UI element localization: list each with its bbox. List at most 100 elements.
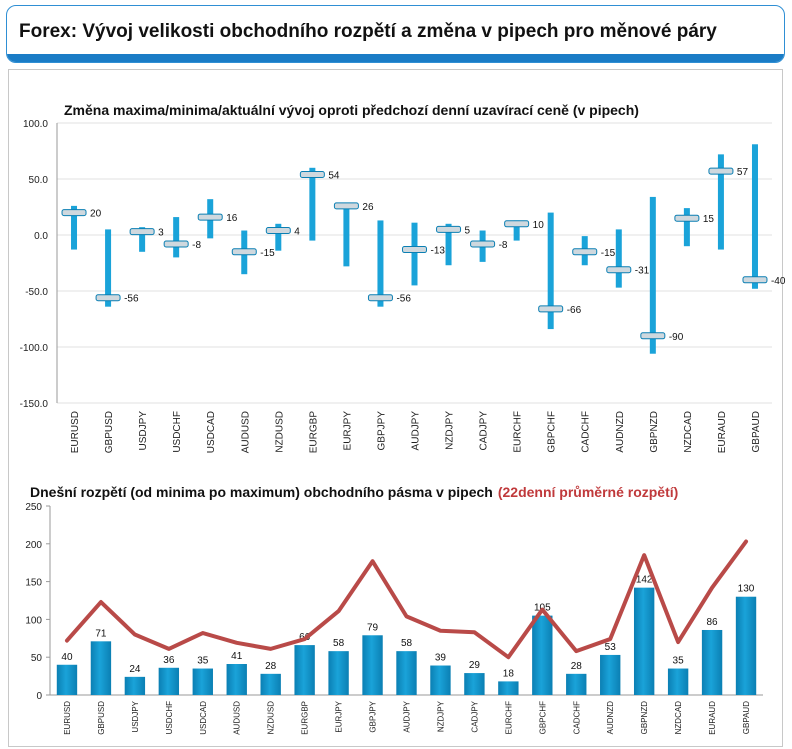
chart2-x-tick-label: USDCHF	[165, 701, 174, 734]
chart1-range-bar	[377, 220, 384, 307]
chart2-data-label: 58	[333, 638, 345, 649]
chart2-bar	[362, 635, 383, 695]
range-change-chart: Změna maxima/minima/aktuální vývoj oprot…	[20, 102, 786, 454]
chart2-data-label: 58	[401, 638, 413, 649]
chart1-current-marker	[538, 305, 564, 313]
chart2-data-label: 36	[163, 655, 175, 666]
chart1-range-bar	[615, 229, 622, 288]
chart1-y-tick-label: 50.0	[29, 175, 49, 186]
chart1-current-marker	[95, 294, 121, 302]
chart2-bar	[633, 587, 655, 695]
chart1-data-label: 20	[90, 209, 102, 220]
chart1-x-tick-label: USDCAD	[206, 411, 217, 453]
chart2-title: Dnešní rozpětí (od minima po maximum) ob…	[30, 484, 678, 500]
chart1-data-label: 4	[294, 227, 300, 238]
chart2-y-tick-label: 250	[25, 502, 42, 513]
chart1-data-label: -90	[669, 332, 684, 343]
chart1-range-bar	[547, 212, 554, 330]
chart1-x-tick-label: CADCHF	[581, 411, 592, 453]
chart1-x-tick-label: EURJPY	[342, 411, 353, 451]
chart2-x-tick-label: GBPCHF	[538, 701, 547, 734]
chart1-data-label: 10	[533, 220, 545, 231]
chart1-current-marker	[299, 171, 325, 179]
chart1-range-bar	[683, 208, 690, 247]
chart1-x-tick-label: GBPJPY	[376, 411, 387, 451]
chart2-y-tick-label: 0	[36, 691, 42, 702]
chart1-current-marker	[606, 266, 632, 274]
chart1-data-label: 57	[737, 167, 749, 178]
chart1-x-tick-label: GBPUSD	[104, 411, 115, 453]
chart1-y-tick-label: 100.0	[23, 119, 48, 130]
chart2-bar	[396, 651, 417, 695]
chart2-data-label: 71	[95, 628, 107, 639]
chart1-data-label: 5	[465, 225, 471, 236]
chart1-data-label: -13	[431, 246, 446, 257]
chart1-current-marker	[640, 332, 666, 340]
chart1-range-bar	[105, 229, 112, 307]
chart1-x-tick-label: AUDJPY	[411, 411, 422, 451]
chart1-data-label: 3	[158, 228, 164, 239]
chart2-y-tick-label: 50	[31, 653, 43, 664]
chart2-bar	[260, 673, 281, 695]
chart2-data-label: 40	[61, 652, 73, 663]
chart1-data-label: -31	[635, 266, 650, 277]
chart1-data-label: -40	[771, 276, 786, 287]
chart1-y-tick-label: -150.0	[20, 399, 49, 410]
chart2-data-label: 35	[673, 656, 685, 667]
chart1-data-label: -8	[192, 240, 201, 251]
page-header: Forex: Vývoj velikosti obchodního rozpět…	[6, 5, 785, 63]
chart2-y-tick-label: 150	[25, 578, 42, 589]
chart2-x-tick-label: NZDCAD	[674, 701, 683, 735]
chart2-x-tick-label: USDJPY	[131, 700, 140, 732]
chart2-bar	[192, 668, 213, 695]
chart2-title-suffix: (22denní průměrné rozpětí)	[498, 484, 678, 500]
chart1-x-tick-label: GBPNZD	[649, 411, 660, 453]
chart2-data-label: 29	[469, 660, 481, 671]
chart1-data-label: -15	[601, 248, 616, 259]
chart1-x-tick-label: NZDUSD	[274, 411, 285, 453]
chart1-current-marker	[163, 240, 189, 248]
chart2-data-label: 28	[265, 661, 277, 672]
chart2-title-main: Dnešní rozpětí (od minima po maximum) ob…	[30, 484, 493, 500]
chart2-data-label: 18	[503, 668, 515, 679]
chart1-range-bar	[173, 217, 180, 258]
chart2-data-label: 130	[738, 584, 755, 595]
chart2-y-tick-label: 200	[25, 540, 42, 551]
chart1-range-bar	[513, 220, 520, 241]
chart2-x-tick-label: EURUSD	[63, 701, 72, 735]
chart1-range-bar	[445, 223, 452, 266]
chart1-current-marker	[129, 228, 155, 236]
chart1-x-tick-label: CADJPY	[479, 411, 490, 451]
chart2-bar	[56, 664, 78, 695]
chart1-x-tick-label: EURUSD	[70, 411, 81, 453]
chart2-data-label: 79	[367, 622, 379, 633]
chart2-bar	[498, 681, 519, 695]
chart2-x-tick-label: EURCHF	[504, 701, 513, 734]
chart1-data-label: 54	[328, 171, 340, 182]
chart2-data-label: 86	[707, 617, 719, 628]
chart1-current-marker	[367, 294, 393, 302]
chart1-x-tick-label: EURAUD	[717, 411, 728, 453]
chart2-x-tick-label: AUDUSD	[233, 701, 242, 735]
chart2-bar	[464, 673, 485, 695]
chart1-range-bar	[139, 227, 146, 252]
chart2-bar	[158, 667, 180, 695]
chart2-bar	[735, 596, 757, 695]
chart1-range-bar	[751, 144, 758, 289]
chart2-bar	[532, 615, 553, 695]
chart2-data-label: 28	[571, 661, 583, 672]
chart1-range-bar	[717, 154, 724, 250]
chart1-y-tick-label: -50.0	[25, 287, 48, 298]
chart1-current-marker	[742, 276, 768, 284]
header-stripe	[7, 54, 784, 62]
chart2-bar	[226, 664, 247, 695]
chart1-data-label: -8	[499, 240, 508, 251]
chart2-x-tick-label: CADJPY	[470, 700, 479, 732]
chart1-x-tick-label: EURGBP	[308, 411, 319, 454]
chart2-data-label: 39	[435, 653, 447, 664]
chart1-current-marker	[333, 202, 359, 210]
chart2-data-label: 35	[197, 656, 209, 667]
chart1-range-bar	[309, 167, 316, 241]
chart1-data-label: -56	[124, 294, 139, 305]
chart2-bar	[328, 651, 349, 695]
